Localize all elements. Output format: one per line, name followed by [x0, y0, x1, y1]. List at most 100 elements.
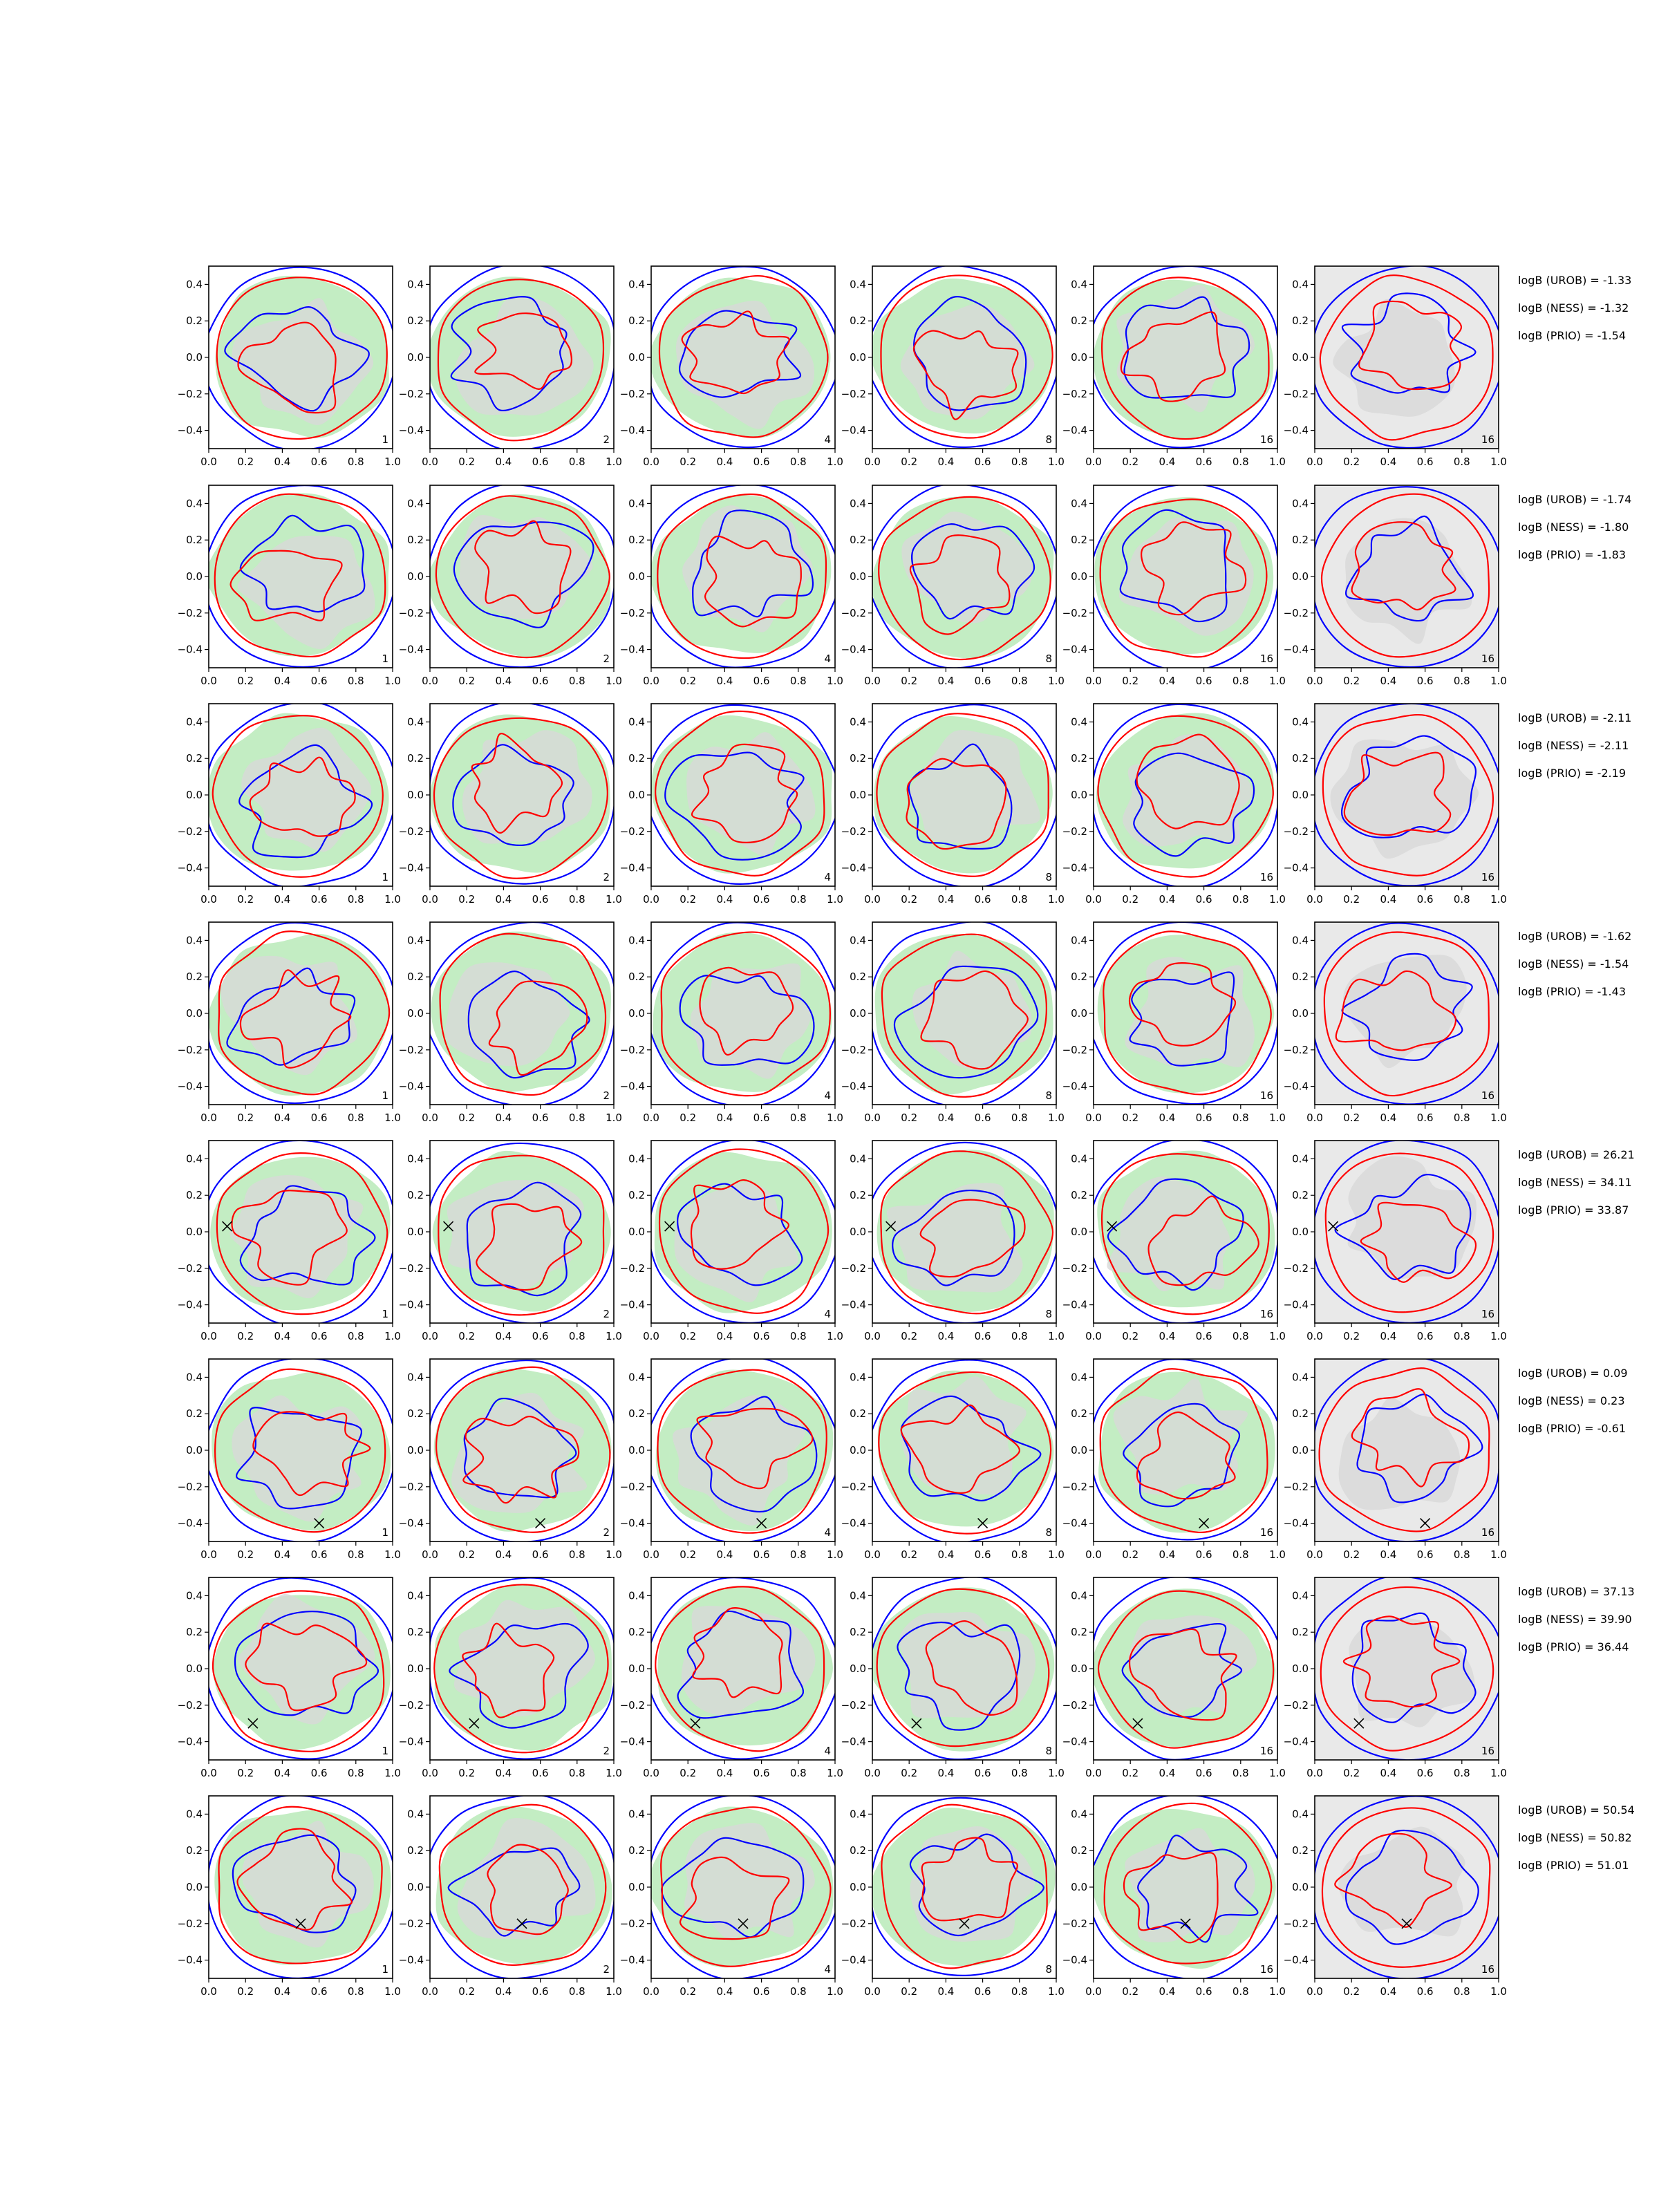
- gray-region: [237, 535, 375, 649]
- x-tick-label: 0.4: [937, 1330, 954, 1342]
- logb-label: logB (UROB) = 0.09: [1518, 1367, 1628, 1380]
- red-contour: [216, 276, 388, 440]
- y-tick-label: 0.2: [1292, 534, 1309, 546]
- y-tick-label: 0.2: [186, 1407, 203, 1420]
- y-tick-label: −0.2: [178, 607, 203, 619]
- x-tick-label: 0.0: [643, 1548, 659, 1561]
- x-tick-label: 1.0: [606, 675, 622, 687]
- x-marker: [911, 1718, 922, 1729]
- y-tick-label: 0.0: [1071, 789, 1087, 801]
- y-tick-label: 0.2: [628, 1189, 645, 1201]
- y-tick-label: 0.4: [628, 1152, 645, 1165]
- red-contour: [1319, 274, 1494, 441]
- logb-label: logB (UROB) = -1.62: [1518, 930, 1631, 943]
- gray-region: [1113, 1378, 1248, 1494]
- x-tick-label: 0.8: [1011, 1985, 1028, 1998]
- panel-tag: 8: [1045, 1089, 1052, 1102]
- logb-label: logB (NESS) = -1.54: [1518, 957, 1629, 971]
- x-tick-label: 0.4: [274, 893, 290, 906]
- panel-tag: 4: [824, 1963, 831, 1976]
- panel-r6-c2: 0.0 0.2 0.4 0.6 0.8 1.0 0.4 0.2 0.0 −0.2 −0.4 2: [399, 1358, 622, 1561]
- panel-r1-c3: 0.0 0.2 0.4 0.6 0.8 1.0 0.4 0.2 0.0 −0.2 −0.4 4: [620, 265, 843, 468]
- y-tick-label: 0.0: [186, 1444, 203, 1456]
- red-contour: [657, 493, 827, 659]
- x-marker: [1132, 1718, 1143, 1729]
- x-tick-label: 0.0: [422, 893, 438, 906]
- panel-tag: 8: [1045, 1308, 1052, 1320]
- x-tick-label: 0.8: [1011, 1548, 1028, 1561]
- x-tick-label: 0.0: [864, 456, 881, 468]
- blue-contour: [651, 704, 835, 885]
- y-tick-label: 0.4: [850, 1371, 866, 1383]
- x-tick-label: 1.0: [1048, 1985, 1065, 1998]
- y-tick-label: −0.4: [1284, 644, 1309, 656]
- blue-contour: [1094, 485, 1277, 668]
- panel-r2-c5: 0.0 0.2 0.4 0.6 0.8 1.0 0.4 0.2 0.0 −0.2 −0.4 16: [1062, 485, 1286, 687]
- panel-tag: 2: [603, 433, 610, 446]
- x-tick-label: 1.0: [606, 456, 622, 468]
- x-tick-label: 0.6: [975, 1548, 991, 1561]
- y-tick-label: −0.4: [620, 644, 645, 656]
- y-tick-label: −0.4: [841, 1954, 866, 1967]
- red-contour: [231, 1190, 348, 1286]
- red-contour: [1136, 1411, 1236, 1500]
- red-contour: [880, 1150, 1054, 1315]
- y-tick-label: −0.2: [1284, 388, 1309, 400]
- x-tick-label: 1.0: [827, 893, 843, 906]
- y-tick-label: −0.4: [1284, 1954, 1309, 1967]
- red-contour: [658, 1148, 830, 1314]
- x-marker: [469, 1718, 480, 1729]
- panel-r3-c2: 0.0 0.2 0.4 0.6 0.8 1.0 0.4 0.2 0.0 −0.2 −0.4 2: [399, 703, 622, 906]
- x-tick-label: 1.0: [827, 456, 843, 468]
- panel-r5-c3: 0.0 0.2 0.4 0.6 0.8 1.0 0.4 0.2 0.0 −0.2 −0.4 4: [620, 1140, 843, 1342]
- red-contour: [1147, 1195, 1259, 1286]
- y-tick-label: 0.4: [850, 715, 866, 728]
- panel-tag: 1: [382, 653, 388, 665]
- x-tick-label: 0.8: [569, 456, 585, 468]
- y-tick-label: 0.2: [1292, 752, 1309, 765]
- red-contour: [488, 980, 588, 1076]
- x-tick-label: 0.8: [1454, 1112, 1470, 1124]
- x-tick-label: 0.2: [237, 1330, 254, 1342]
- x-tick-label: 0.2: [237, 1548, 254, 1561]
- gray-region: [910, 1826, 1035, 1942]
- y-tick-label: 0.2: [1071, 534, 1087, 546]
- x-tick-label: 0.4: [716, 1767, 733, 1779]
- y-tick-label: −0.2: [1062, 825, 1087, 838]
- x-tick-label: 0.8: [790, 456, 807, 468]
- y-tick-label: −0.2: [178, 388, 203, 400]
- y-tick-label: 0.0: [407, 1662, 424, 1675]
- red-contour: [1320, 1586, 1494, 1752]
- y-tick-label: −0.4: [841, 424, 866, 437]
- x-tick-label: 0.0: [200, 893, 217, 906]
- red-contour: [679, 1856, 790, 1940]
- panel-tag: 16: [1481, 1526, 1494, 1539]
- red-contour: [1335, 970, 1457, 1051]
- logb-label: logB (PRIO) = -1.83: [1518, 548, 1626, 561]
- y-tick-label: −0.4: [841, 1736, 866, 1748]
- x-marker: [247, 1718, 259, 1729]
- y-tick-label: 0.0: [850, 789, 866, 801]
- y-tick-label: 0.0: [850, 1226, 866, 1238]
- panel-tag: 16: [1260, 1308, 1273, 1320]
- x-marker: [516, 1918, 527, 1929]
- x-tick-label: 0.0: [200, 1330, 217, 1342]
- panel-r5-c1: 0.0 0.2 0.4 0.6 0.8 1.0 0.4 0.2 0.0 −0.2 −0.4 1: [178, 1140, 401, 1342]
- y-tick-label: 0.0: [186, 351, 203, 364]
- y-tick-label: 0.4: [186, 497, 203, 509]
- y-tick-label: 0.0: [850, 1007, 866, 1020]
- red-contour: [655, 710, 825, 877]
- red-contour: [212, 715, 384, 878]
- blue-contour: [232, 1834, 357, 1933]
- blue-contour: [872, 1577, 1056, 1760]
- x-tick-label: 1.0: [1048, 1330, 1065, 1342]
- x-tick-label: 0.4: [1159, 456, 1175, 468]
- y-tick-label: 0.2: [186, 752, 203, 765]
- x-tick-label: 0.0: [422, 1985, 438, 1998]
- x-tick-label: 0.2: [679, 893, 696, 906]
- x-tick-label: 0.8: [790, 1767, 807, 1779]
- panel-tag: 2: [603, 1963, 610, 1976]
- x-tick-label: 0.2: [1343, 1330, 1360, 1342]
- x-tick-label: 0.6: [311, 1548, 328, 1561]
